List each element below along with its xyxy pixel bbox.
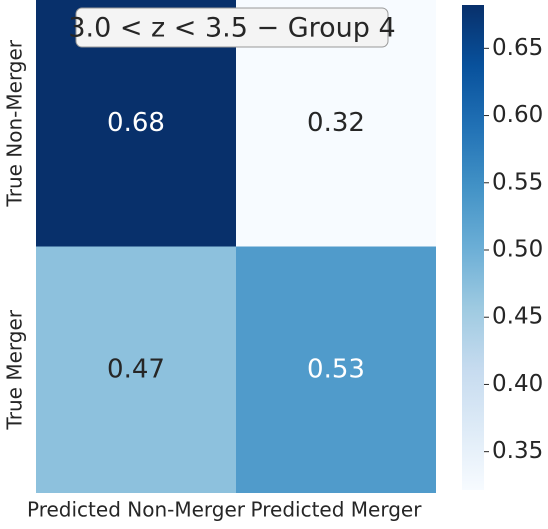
- cell-label: 0.47: [107, 354, 165, 384]
- chart-title: 3.0 < z < 3.5 − Group 4: [68, 13, 395, 44]
- colorbar-tick-label: 0.60: [492, 102, 543, 128]
- cell-label: 0.53: [307, 354, 365, 384]
- colorbar-tick-label: 0.50: [492, 237, 543, 263]
- cell: [236, 246, 436, 493]
- heatmap: 0.68 0.32 0.47 0.53: [36, 0, 436, 493]
- x-tick-label: Predicted Non-Merger: [27, 498, 246, 522]
- colorbar-tick-label: 0.45: [492, 304, 543, 330]
- colorbar-tick-label: 0.40: [492, 371, 543, 397]
- cell: [36, 246, 236, 493]
- colorbar-tick-label: 0.55: [492, 169, 543, 195]
- cell-label: 0.68: [107, 108, 165, 138]
- colorbar: [462, 5, 484, 490]
- colorbar-tick-label: 0.35: [492, 438, 543, 464]
- cell-label: 0.32: [307, 108, 365, 138]
- title-box: [75, 7, 389, 48]
- x-tick-label: Predicted Merger: [251, 498, 423, 522]
- colorbar-tick-label: 0.65: [492, 35, 543, 61]
- y-tick-label: True Merger: [3, 309, 27, 430]
- y-tick-label: True Non-Merger: [3, 39, 27, 207]
